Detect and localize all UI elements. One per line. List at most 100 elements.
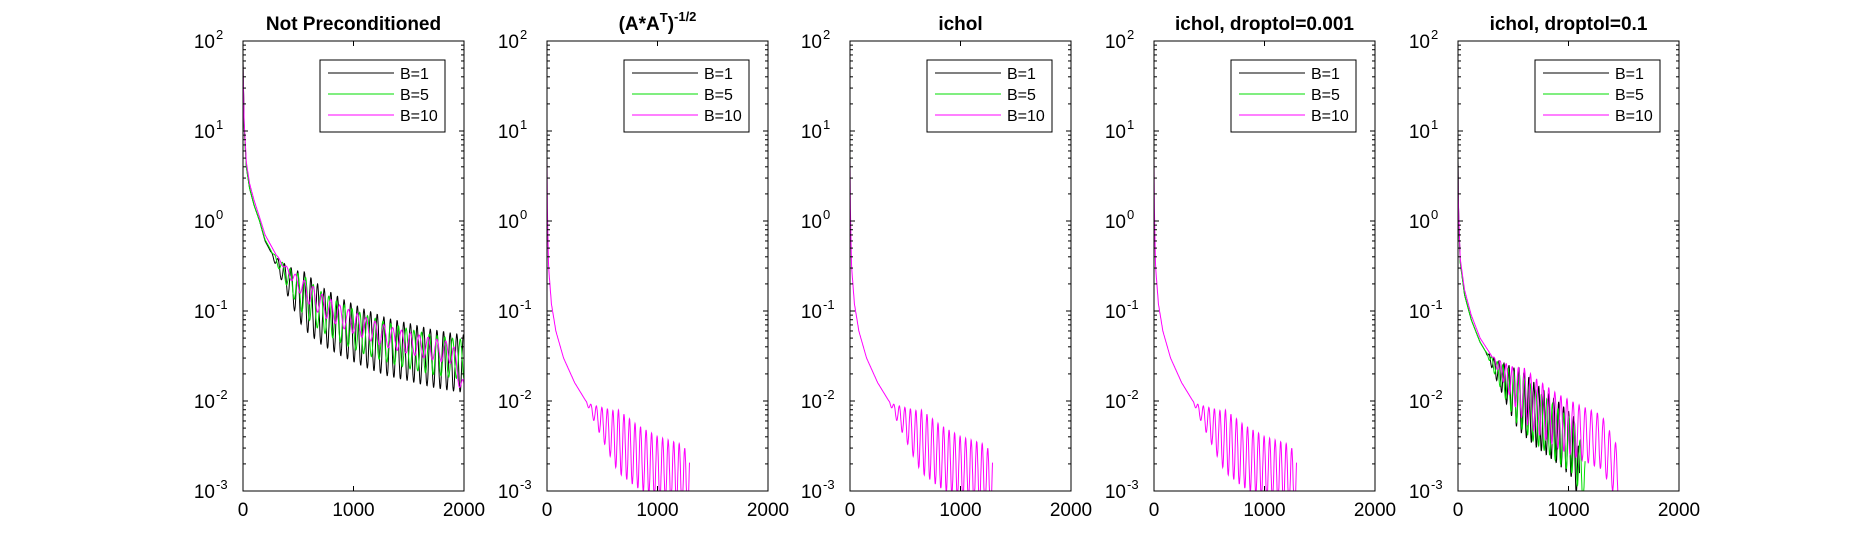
x-tick-label: 2000: [1354, 500, 1396, 521]
y-tick-exponent: -2: [520, 387, 532, 402]
x-tick-label: 1000: [939, 500, 981, 521]
y-tick-exponent: 0: [216, 207, 223, 222]
y-tick-label: 10: [801, 482, 822, 503]
y-tick-label: 10: [1105, 302, 1126, 323]
legend-label: B=1: [1007, 66, 1036, 83]
y-tick-exponent: -2: [1431, 387, 1443, 402]
y-tick-exponent: 1: [1127, 117, 1134, 132]
y-tick-exponent: -3: [216, 477, 228, 492]
legend-label: B=5: [1311, 87, 1340, 104]
y-tick-exponent: -3: [1127, 477, 1139, 492]
y-tick-label: 10: [1409, 32, 1430, 53]
x-tick-label: 2000: [1050, 500, 1092, 521]
legend-label: B=5: [400, 87, 429, 104]
y-tick-exponent: 0: [1127, 207, 1134, 222]
y-tick-label: 10: [801, 302, 822, 323]
x-tick-label: 0: [238, 500, 249, 521]
y-tick-label: 10: [194, 212, 215, 233]
y-tick-label: 10: [801, 212, 822, 233]
panel-title: ichol: [938, 14, 982, 35]
y-tick-exponent: -2: [823, 387, 835, 402]
y-tick-label: 10: [1409, 392, 1430, 413]
y-tick-label: 10: [498, 302, 519, 323]
y-tick-exponent: -2: [1127, 387, 1139, 402]
y-tick-exponent: 2: [216, 27, 223, 42]
y-tick-exponent: 0: [520, 207, 527, 222]
y-tick-label: 10: [194, 482, 215, 503]
y-tick-label: 10: [1409, 302, 1430, 323]
series-line-b5: [1458, 158, 1586, 491]
y-tick-exponent: -1: [823, 297, 835, 312]
y-tick-label: 10: [1409, 122, 1430, 143]
y-tick-label: 10: [1105, 212, 1126, 233]
legend-label: B=1: [1311, 66, 1340, 83]
y-tick-label: 10: [1409, 482, 1430, 503]
panel-title: (A*AT)-1/2: [619, 9, 697, 35]
x-tick-label: 1000: [1243, 500, 1285, 521]
legend-label: B=5: [1615, 87, 1644, 104]
legend: B=1 B=5 B=10: [319, 59, 446, 133]
series-line-b10: [1458, 158, 1619, 491]
legend-label: B=10: [1615, 108, 1653, 125]
legend-label: B=5: [1007, 87, 1036, 104]
legend-box: [926, 59, 1053, 133]
y-tick-exponent: -3: [1431, 477, 1443, 492]
y-tick-label: 10: [194, 302, 215, 323]
y-tick-exponent: -1: [216, 297, 228, 312]
legend-label: B=10: [704, 108, 742, 125]
y-tick-label: 10: [1105, 122, 1126, 143]
y-tick-label: 10: [1409, 212, 1430, 233]
x-tick-label: 2000: [1658, 500, 1700, 521]
legend: B=1 B=5 B=10: [926, 59, 1053, 133]
y-tick-label: 10: [194, 32, 215, 53]
legend-label: B=5: [704, 87, 733, 104]
y-tick-exponent: 2: [1127, 27, 1134, 42]
legend-label: B=1: [1615, 66, 1644, 83]
legend: B=1 B=5 B=10: [623, 59, 750, 133]
legend-label: B=1: [400, 66, 429, 83]
x-tick-label: 2000: [747, 500, 789, 521]
x-tick-label: 0: [1453, 500, 1464, 521]
y-tick-label: 10: [1105, 482, 1126, 503]
legend-label: B=1: [704, 66, 733, 83]
y-tick-exponent: 1: [823, 117, 830, 132]
y-tick-exponent: -1: [520, 297, 532, 312]
x-tick-label: 2000: [443, 500, 485, 521]
y-tick-exponent: -2: [216, 387, 228, 402]
series-line-b10: [1154, 158, 1297, 491]
x-tick-label: 1000: [332, 500, 374, 521]
x-tick-label: 1000: [1547, 500, 1589, 521]
series-line-b10: [243, 60, 464, 388]
y-tick-exponent: -3: [823, 477, 835, 492]
y-tick-exponent: 2: [1431, 27, 1438, 42]
series-line-b1: [1458, 158, 1580, 491]
y-tick-label: 10: [498, 392, 519, 413]
legend-box: [623, 59, 750, 133]
legend: B=1 B=5 B=10: [1230, 59, 1357, 133]
y-tick-exponent: -1: [1431, 297, 1443, 312]
y-tick-exponent: 0: [1431, 207, 1438, 222]
series-line-b10: [547, 158, 690, 491]
x-tick-label: 1000: [636, 500, 678, 521]
legend-box: [1230, 59, 1357, 133]
series-line-b10: [850, 158, 993, 491]
x-tick-label: 0: [1149, 500, 1160, 521]
panel-title: Not Preconditioned: [266, 14, 441, 35]
y-tick-label: 10: [1105, 392, 1126, 413]
y-tick-exponent: 0: [823, 207, 830, 222]
y-tick-label: 10: [498, 212, 519, 233]
y-tick-exponent: 1: [1431, 117, 1438, 132]
y-tick-label: 10: [801, 392, 822, 413]
y-tick-exponent: -3: [520, 477, 532, 492]
y-tick-exponent: 1: [520, 117, 527, 132]
y-tick-label: 10: [194, 122, 215, 143]
legend-label: B=10: [1007, 108, 1045, 125]
y-tick-exponent: -1: [1127, 297, 1139, 312]
legend-label: B=10: [400, 108, 438, 125]
